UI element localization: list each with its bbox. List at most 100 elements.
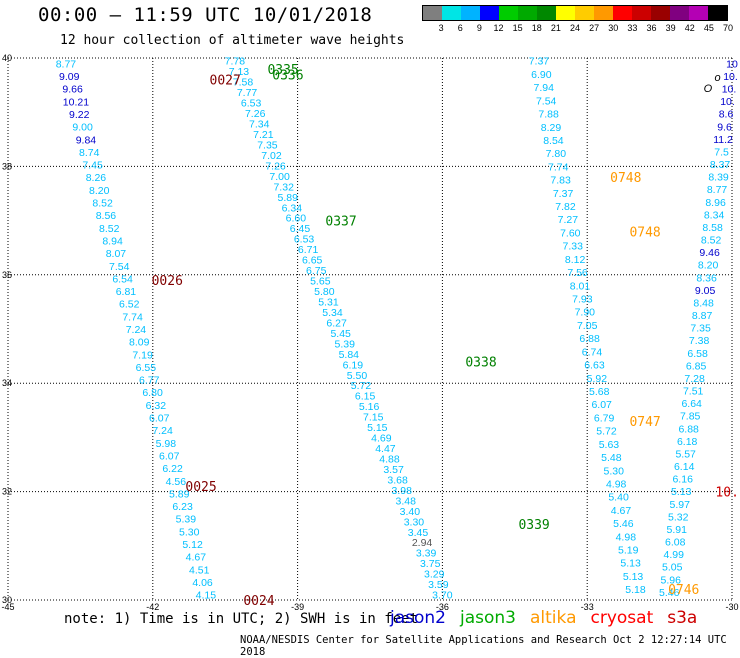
wave-height-value: 5.39: [335, 338, 356, 350]
wave-height-value: 7.51: [683, 386, 704, 398]
wave-height-value: 5.13: [620, 558, 641, 570]
pass-time-label: 0024: [243, 594, 274, 609]
wave-height-value: 4.47: [375, 443, 396, 455]
pass-time-label: 0336: [272, 68, 303, 83]
wave-height-value: 7.05: [577, 320, 598, 332]
wave-height-value: 8.77: [56, 58, 77, 70]
wave-height-value: 7.56: [567, 267, 588, 279]
wave-height-value: 5.05: [662, 562, 683, 574]
wave-height-value: 6.22: [162, 463, 183, 475]
wave-height-value: 7.54: [536, 95, 557, 107]
pass-time-label: 10.: [715, 486, 738, 501]
wave-height-value: 6.07: [159, 450, 180, 462]
wave-height-value: 5.68: [589, 386, 610, 398]
wave-height-value: 6.08: [665, 537, 686, 549]
wave-height-value: 6.58: [687, 348, 708, 360]
wave-height-value: 3.29: [424, 569, 445, 581]
colorbar-label: 45: [703, 23, 714, 33]
wave-height-value: 9.09: [59, 71, 80, 83]
wave-height-value: 6.14: [674, 461, 695, 473]
wave-height-value: 3.30: [404, 516, 425, 528]
colorbar-label: 70: [722, 23, 734, 33]
pass-time-label: 0027: [210, 74, 241, 89]
y-tick-label: 40: [2, 53, 12, 63]
wave-height-value: 7.24: [126, 324, 147, 336]
wave-height-value: 3.70: [432, 590, 453, 602]
wave-height-value: 7.21: [253, 129, 274, 141]
colorbar-label: 18: [531, 23, 542, 33]
wave-height-value: 6.53: [294, 234, 315, 246]
wave-height-value: 4.88: [379, 453, 400, 465]
wave-height-value: 7.15: [363, 412, 384, 424]
wave-height-value: 3.45: [408, 527, 429, 539]
colorbar-swatch: [632, 6, 651, 20]
wave-height-value: 6.18: [677, 436, 698, 448]
wave-height-value: 6.34: [282, 202, 303, 214]
marker-glyph: O: [704, 83, 713, 95]
wave-height-value: 7.13: [229, 66, 250, 78]
y-tick-label: 38: [2, 161, 12, 171]
wave-height-value: 8.56: [96, 210, 117, 222]
wave-height-value: 8.37: [710, 159, 731, 171]
wave-height-value: 5.45: [330, 328, 351, 340]
wave-height-value: 3.75: [420, 558, 441, 570]
wave-height-value: 4.98: [616, 531, 637, 543]
wave-height-value: 9.22: [69, 109, 90, 121]
wave-height-value: 4.56: [166, 476, 187, 488]
wave-height-value: 6.19: [343, 359, 364, 371]
legend-entry: altika: [530, 608, 577, 628]
wave-height-value: 7.32: [273, 181, 294, 193]
wave-height-value: 8.12: [565, 254, 586, 266]
chart-subtitle: 12 hour collection of altimeter wave hei…: [60, 33, 405, 48]
wave-height-value: 5.30: [179, 526, 200, 538]
wave-height-value: 8.36: [696, 272, 717, 284]
colorbar-label: 36: [646, 23, 657, 33]
colorbar-swatch: [556, 6, 575, 20]
wave-height-value: 7.35: [690, 323, 711, 335]
wave-height-value: 8.39: [708, 172, 729, 184]
y-tick-label: 30: [2, 595, 12, 605]
wave-height-value: 7.19: [132, 349, 153, 361]
pass-time-label: 0746: [668, 583, 699, 598]
colorbar-swatch: [689, 6, 708, 20]
colorbar-label: 15: [512, 23, 523, 33]
colorbar-label: 30: [608, 23, 619, 33]
footer-note: note: 1) Time is in UTC; 2) SWH is in fe…: [64, 611, 419, 627]
wave-height-value: 7.5: [714, 146, 729, 158]
wave-height-value: 6.88: [579, 333, 600, 345]
wave-height-value: 7.35: [257, 139, 278, 151]
wave-height-value: 4.98: [606, 478, 627, 490]
wave-height-value: 5.98: [156, 438, 177, 450]
x-tick-label: -42: [146, 602, 159, 612]
wave-height-value: 3.48: [396, 495, 417, 507]
x-tick-label: -45: [1, 602, 14, 612]
wave-height-value: 5.30: [604, 465, 625, 477]
wave-height-value: 5.89: [169, 488, 190, 500]
wave-height-value: 7.26: [265, 160, 286, 172]
wave-height-value: 3.98: [391, 485, 412, 497]
colorbar-label: 12: [493, 23, 504, 33]
pass-time-label: 0337: [325, 215, 356, 230]
wave-height-value: 5.39: [176, 514, 197, 526]
wave-height-value: 6.71: [298, 244, 319, 256]
wave-height-value: 4.06: [192, 577, 213, 589]
wave-height-value: 7.74: [122, 311, 143, 323]
wave-height-value: 3.40: [400, 506, 421, 518]
x-tick-label: -36: [436, 602, 449, 612]
pass-time-label: 0025: [185, 480, 216, 495]
wave-height-value: 8.52: [99, 223, 120, 235]
wave-height-value: 8.54: [543, 135, 564, 147]
wave-height-value: 9.00: [72, 122, 93, 134]
wave-height-value: 5.48: [601, 452, 622, 464]
wave-height-value: 4.15: [196, 590, 217, 602]
colorbar-label: 24: [569, 23, 581, 33]
wave-height-value: 6.23: [172, 501, 193, 513]
legend-entry: jason2: [390, 608, 446, 628]
wave-height-value: 7.90: [575, 307, 596, 319]
wave-height-value: 7.00: [269, 171, 290, 183]
colorbar-label: 27: [589, 23, 600, 33]
wave-height-value: 7.27: [558, 214, 579, 226]
chart-title: 00:00 – 11:59 UTC 10/01/2018: [38, 4, 373, 26]
wave-height-value: 9.84: [76, 134, 97, 146]
